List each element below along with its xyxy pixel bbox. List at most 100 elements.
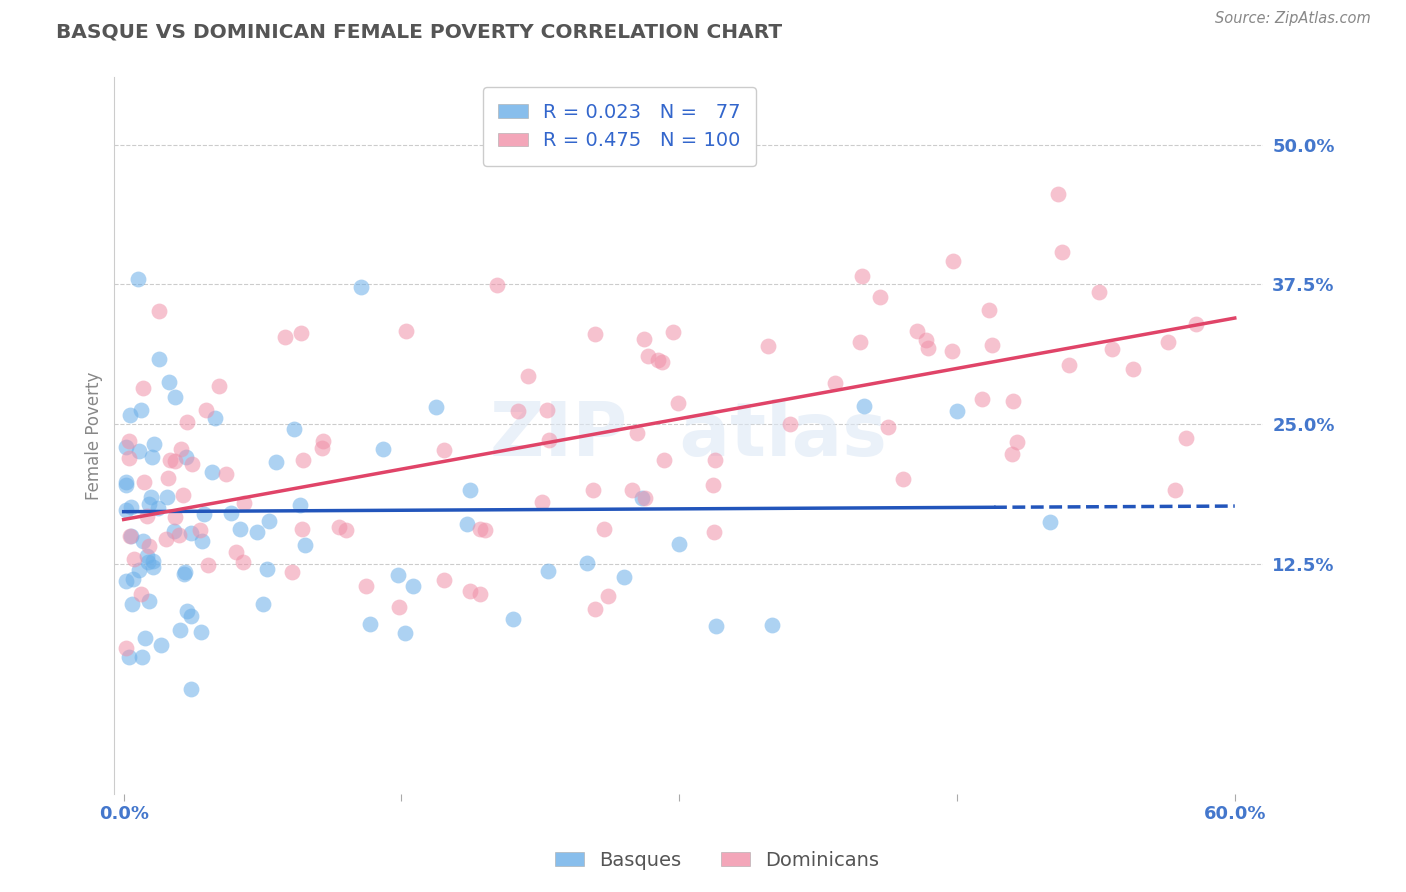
Point	[225, 545, 247, 559]
Point	[114, 641, 136, 656]
Point	[148, 352, 170, 367]
Point	[131, 587, 153, 601]
Point	[138, 539, 160, 553]
Point	[388, 600, 411, 615]
Point	[387, 568, 409, 582]
Point	[1001, 447, 1024, 461]
Point	[328, 520, 350, 534]
Point	[977, 303, 1000, 318]
Point	[585, 601, 607, 615]
Point	[180, 526, 202, 541]
Point	[354, 579, 377, 593]
Point	[121, 597, 143, 611]
Point	[502, 612, 524, 626]
Point	[662, 325, 685, 339]
Point	[141, 450, 163, 464]
Point	[194, 403, 217, 417]
Point	[853, 399, 876, 413]
Point	[169, 623, 191, 637]
Point	[702, 525, 724, 540]
Point	[120, 500, 142, 514]
Point	[869, 290, 891, 304]
Point	[1050, 244, 1073, 259]
Text: BASQUE VS DOMINICAN FEMALE POVERTY CORRELATION CHART: BASQUE VS DOMINICAN FEMALE POVERTY CORRE…	[56, 22, 782, 41]
Point	[1001, 394, 1024, 409]
Point	[941, 343, 963, 358]
Point	[146, 500, 169, 515]
Point	[425, 400, 447, 414]
Point	[159, 453, 181, 467]
Point	[312, 434, 335, 448]
Point	[1157, 334, 1180, 349]
Point	[118, 529, 141, 543]
Point	[395, 324, 418, 338]
Point	[259, 514, 281, 528]
Point	[215, 467, 238, 481]
Point	[536, 403, 558, 417]
Point	[506, 404, 529, 418]
Point	[1046, 186, 1069, 201]
Point	[651, 355, 673, 369]
Y-axis label: Female Poverty: Female Poverty	[86, 371, 103, 500]
Point	[246, 524, 269, 539]
Point	[914, 333, 936, 347]
Point	[631, 491, 654, 505]
Point	[114, 574, 136, 589]
Point	[229, 522, 252, 536]
Point	[118, 650, 141, 665]
Point	[1038, 515, 1060, 529]
Point	[433, 442, 456, 457]
Legend: R = 0.023   N =   77, R = 0.475   N = 100: R = 0.023 N = 77, R = 0.475 N = 100	[482, 87, 756, 166]
Point	[626, 426, 648, 441]
Point	[118, 434, 141, 448]
Point	[598, 589, 620, 603]
Point	[165, 454, 187, 468]
Point	[219, 506, 242, 520]
Point	[458, 483, 481, 497]
Point	[132, 475, 155, 490]
Point	[143, 437, 166, 451]
Point	[294, 538, 316, 552]
Point	[620, 483, 643, 497]
Point	[851, 269, 873, 284]
Point	[280, 566, 302, 580]
Point	[173, 567, 195, 582]
Point	[761, 618, 783, 632]
Point	[536, 564, 558, 578]
Point	[668, 537, 690, 551]
Point	[252, 597, 274, 611]
Point	[136, 555, 159, 569]
Point	[311, 442, 333, 456]
Point	[704, 452, 727, 467]
Point	[394, 626, 416, 640]
Point	[942, 254, 965, 268]
Point	[516, 369, 538, 384]
Point	[128, 563, 150, 577]
Point	[637, 350, 659, 364]
Point	[135, 509, 157, 524]
Point	[582, 483, 605, 497]
Point	[176, 415, 198, 429]
Point	[530, 494, 553, 508]
Point	[233, 495, 256, 509]
Point	[634, 491, 657, 505]
Point	[188, 523, 211, 537]
Point	[981, 338, 1004, 352]
Point	[613, 570, 636, 584]
Point	[174, 450, 197, 464]
Point	[114, 475, 136, 489]
Point	[129, 402, 152, 417]
Point	[702, 478, 724, 492]
Point	[176, 605, 198, 619]
Point	[456, 516, 478, 531]
Point	[173, 566, 195, 580]
Point	[193, 507, 215, 521]
Point	[1101, 342, 1123, 356]
Point	[538, 434, 561, 448]
Point	[141, 490, 163, 504]
Point	[779, 417, 801, 431]
Point	[120, 408, 142, 422]
Point	[1185, 317, 1208, 331]
Point	[485, 278, 508, 293]
Point	[666, 395, 689, 409]
